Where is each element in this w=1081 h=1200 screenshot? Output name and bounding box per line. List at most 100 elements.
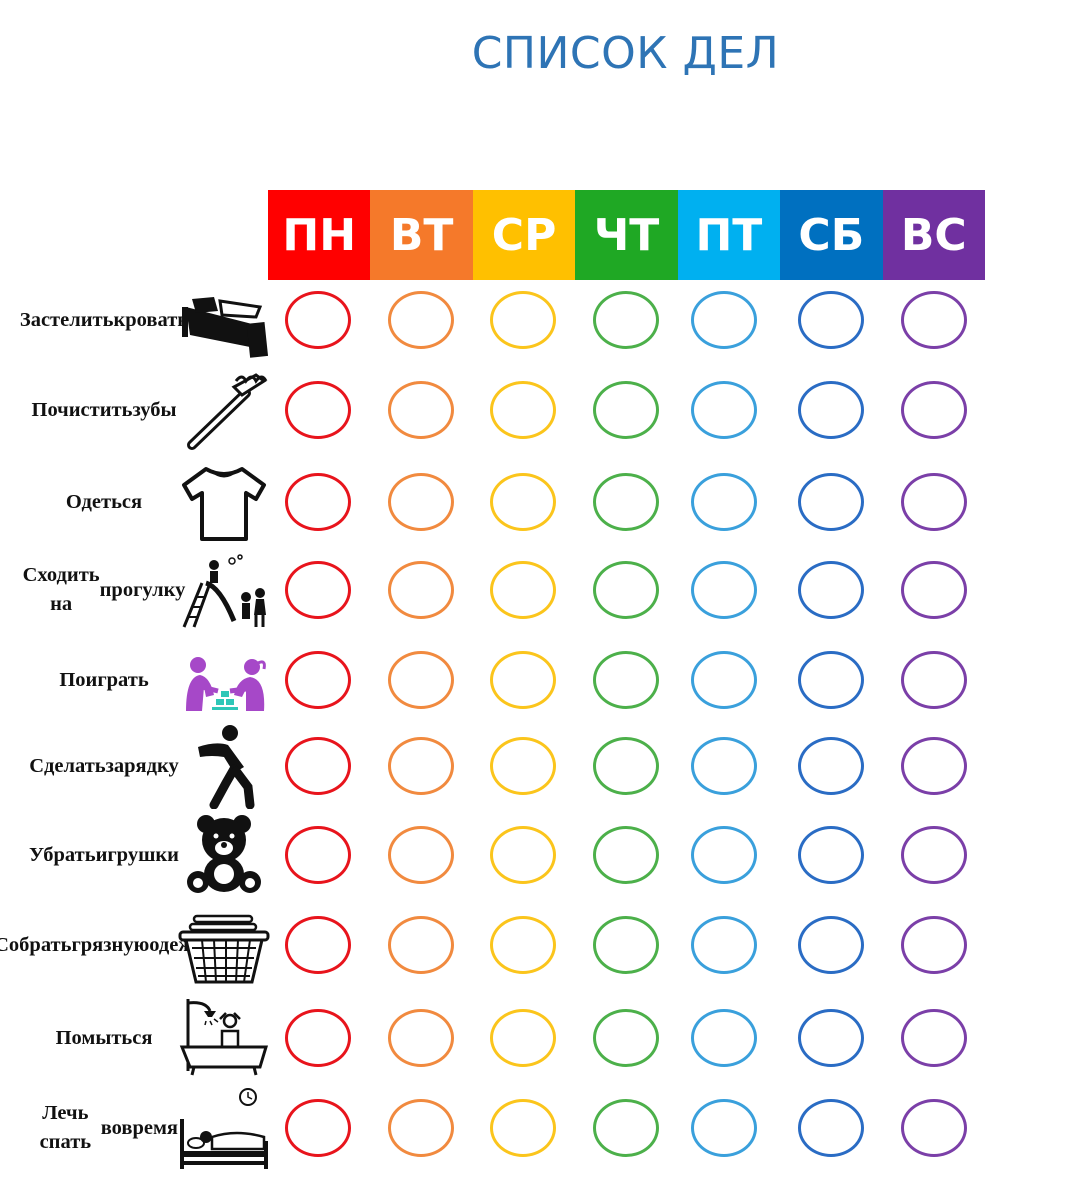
exercise-icon	[174, 721, 274, 811]
checkbox-circle[interactable]	[798, 826, 864, 884]
teddy-bear-icon	[174, 810, 274, 900]
checkbox-circle[interactable]	[691, 291, 757, 349]
task-label: Поиграть	[30, 635, 178, 725]
checkbox-circle[interactable]	[490, 291, 556, 349]
checkbox-circle[interactable]	[901, 1099, 967, 1157]
checkbox-circle[interactable]	[490, 1009, 556, 1067]
task-label-line: грязную	[71, 933, 150, 956]
checkbox-circle[interactable]	[388, 1009, 454, 1067]
weekday-header: ПН ВТ СР ЧТ ПТ СБ ВС	[268, 190, 985, 280]
task-label: Лечь спать вовремя	[30, 1083, 178, 1173]
day-header: ПТ	[677, 190, 781, 280]
checkbox-circle[interactable]	[798, 916, 864, 974]
checkbox-circle[interactable]	[593, 291, 659, 349]
task-label: Одеться	[30, 457, 178, 547]
checkbox-circle[interactable]	[490, 737, 556, 795]
checkbox-circle[interactable]	[691, 473, 757, 531]
checkbox-circle[interactable]	[901, 381, 967, 439]
laundry-basket-icon	[174, 900, 274, 990]
checkbox-circle[interactable]	[798, 737, 864, 795]
checkbox-circle[interactable]	[691, 1009, 757, 1067]
checkbox-circle[interactable]	[490, 381, 556, 439]
checkbox-circle[interactable]	[388, 916, 454, 974]
task-label-line: вовремя	[100, 1116, 178, 1139]
checkbox-circle[interactable]	[691, 561, 757, 619]
checkbox-circle[interactable]	[285, 561, 351, 619]
checkbox-circle[interactable]	[593, 1099, 659, 1157]
checkbox-circle[interactable]	[691, 737, 757, 795]
checkbox-circle[interactable]	[490, 473, 556, 531]
day-header: СБ	[780, 190, 883, 280]
task-label-line: Почистить	[31, 398, 133, 421]
checkbox-circle[interactable]	[388, 826, 454, 884]
task-label-line: Лечь спать	[39, 1102, 92, 1153]
task-label-line: зарядку	[105, 754, 179, 777]
task-label-line: зубы	[132, 398, 177, 421]
checkbox-circle[interactable]	[285, 826, 351, 884]
checkbox-circle[interactable]	[901, 737, 967, 795]
task-label-line: Собрать	[0, 933, 72, 956]
checkbox-circle[interactable]	[593, 916, 659, 974]
checkbox-circle[interactable]	[285, 651, 351, 709]
task-label: Застелить кровать	[20, 275, 188, 365]
checkbox-circle[interactable]	[490, 1099, 556, 1157]
checkbox-circle[interactable]	[490, 561, 556, 619]
tshirt-icon	[174, 457, 274, 547]
checkbox-circle[interactable]	[798, 561, 864, 619]
checkbox-circle[interactable]	[691, 1099, 757, 1157]
checkbox-circle[interactable]	[798, 381, 864, 439]
checkbox-circle[interactable]	[798, 1009, 864, 1067]
page-title: СПИСОК ДЕЛ	[471, 28, 780, 79]
checkbox-circle[interactable]	[285, 737, 351, 795]
checkbox-circle[interactable]	[901, 473, 967, 531]
task-label-line: кровать	[113, 308, 189, 331]
checkbox-circle[interactable]	[901, 561, 967, 619]
checkbox-circle[interactable]	[388, 1099, 454, 1157]
task-label-line: Сделать	[29, 754, 106, 777]
checkbox-circle[interactable]	[901, 916, 967, 974]
checkbox-circle[interactable]	[691, 651, 757, 709]
checkbox-circle[interactable]	[490, 916, 556, 974]
checkbox-circle[interactable]	[901, 291, 967, 349]
checkbox-circle[interactable]	[285, 1009, 351, 1067]
checkbox-circle[interactable]	[798, 473, 864, 531]
checkbox-circle[interactable]	[593, 473, 659, 531]
checkbox-circle[interactable]	[798, 1099, 864, 1157]
checkbox-circle[interactable]	[388, 651, 454, 709]
checkbox-circle[interactable]	[285, 291, 351, 349]
task-label: Сделать зарядку	[29, 721, 179, 811]
task-label-line: прогулку	[99, 578, 186, 601]
playground-icon	[174, 545, 274, 635]
checkbox-circle[interactable]	[593, 381, 659, 439]
checkbox-circle[interactable]	[901, 1009, 967, 1067]
day-header: ВС	[882, 190, 985, 280]
checkbox-circle[interactable]	[388, 291, 454, 349]
checkbox-circle[interactable]	[798, 651, 864, 709]
checkbox-circle[interactable]	[388, 561, 454, 619]
sleeping-icon	[174, 1083, 274, 1173]
bed-icon	[174, 275, 274, 365]
checkbox-circle[interactable]	[490, 651, 556, 709]
checkbox-circle[interactable]	[388, 473, 454, 531]
checkbox-circle[interactable]	[593, 561, 659, 619]
checkbox-circle[interactable]	[593, 1009, 659, 1067]
task-label-line: Убрать	[29, 843, 96, 866]
checkbox-circle[interactable]	[388, 381, 454, 439]
checkbox-circle[interactable]	[285, 916, 351, 974]
checkbox-circle[interactable]	[901, 826, 967, 884]
checkbox-circle[interactable]	[285, 473, 351, 531]
checkbox-circle[interactable]	[691, 826, 757, 884]
checkbox-circle[interactable]	[388, 737, 454, 795]
checkbox-circle[interactable]	[490, 826, 556, 884]
checkbox-circle[interactable]	[285, 381, 351, 439]
checkbox-circle[interactable]	[593, 651, 659, 709]
checkbox-circle[interactable]	[593, 737, 659, 795]
checkbox-circle[interactable]	[798, 291, 864, 349]
task-label-line: Помыться	[55, 1026, 153, 1049]
checkbox-circle[interactable]	[901, 651, 967, 709]
checkbox-circle[interactable]	[691, 381, 757, 439]
checkbox-circle[interactable]	[691, 916, 757, 974]
checkbox-circle[interactable]	[593, 826, 659, 884]
checkbox-circle[interactable]	[285, 1099, 351, 1157]
kids-playing-icon	[174, 635, 274, 725]
